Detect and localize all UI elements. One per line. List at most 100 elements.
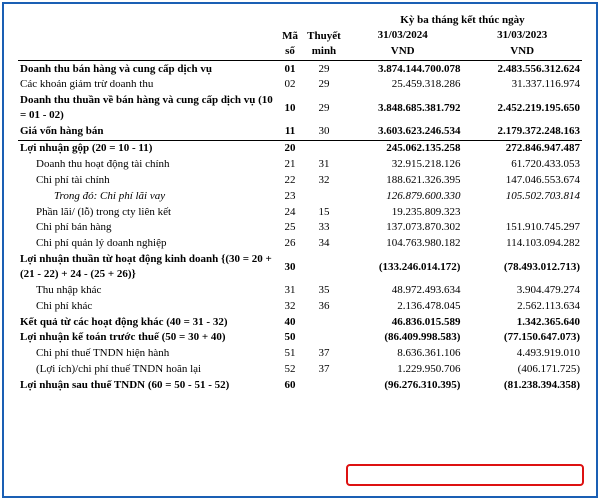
row-value-y1: 3.874.144.700.078: [343, 61, 463, 77]
table-row: (Lợi ích)/chi phí thuế TNDN hoãn lại5237…: [18, 362, 582, 378]
row-value-y2: [462, 204, 582, 220]
row-note: [305, 330, 343, 346]
row-note: [305, 140, 343, 156]
row-value-y1: 188.621.326.395: [343, 172, 463, 188]
row-code: 10: [275, 93, 305, 124]
table-header: Kỳ ba tháng kết thúc ngày Mã số Thuyết m…: [18, 12, 582, 61]
table-row: Doanh thu bán hàng và cung cấp dịch vụ01…: [18, 61, 582, 77]
table-row: Doanh thu hoạt động tài chính213132.915.…: [18, 157, 582, 173]
row-note: [305, 252, 343, 283]
row-label: Kết quả từ các hoạt động khác (40 = 31 -…: [18, 314, 275, 330]
row-label: Doanh thu thuần về bán hàng và cung cấp …: [18, 93, 275, 124]
table-row: Chi phí tài chính2232188.621.326.395147.…: [18, 172, 582, 188]
row-value-y2: 31.337.116.974: [462, 77, 582, 93]
row-value-y1: 32.915.218.126: [343, 157, 463, 173]
row-label: Các khoản giảm trừ doanh thu: [18, 77, 275, 93]
table-row: Chi phí bán hàng2533137.073.870.302151.9…: [18, 220, 582, 236]
table-row: Doanh thu thuần về bán hàng và cung cấp …: [18, 93, 582, 124]
table-row: Chi phí khác32362.136.478.0452.562.113.6…: [18, 298, 582, 314]
row-label: Lợi nhuận thuần từ hoạt động kinh doanh …: [18, 252, 275, 283]
row-label: Lợi nhuận gộp (20 = 10 - 11): [18, 140, 275, 156]
row-code: 32: [275, 298, 305, 314]
row-label: Chi phí khác: [18, 298, 275, 314]
row-note: 29: [305, 93, 343, 124]
row-code: 01: [275, 61, 305, 77]
row-note: 35: [305, 282, 343, 298]
table-body: Doanh thu bán hàng và cung cấp dịch vụ01…: [18, 61, 582, 394]
row-note: 29: [305, 77, 343, 93]
row-value-y1: 48.972.493.634: [343, 282, 463, 298]
row-code: 31: [275, 282, 305, 298]
row-note: 30: [305, 123, 343, 139]
table-row: Lợi nhuận thuần từ hoạt động kinh doanh …: [18, 252, 582, 283]
period-heading: Kỳ ba tháng kết thúc ngày: [343, 12, 582, 28]
row-label: Giá vốn hàng bán: [18, 123, 275, 139]
row-value-y2: 2.483.556.312.624: [462, 61, 582, 77]
row-value-y2: (81.238.394.358): [462, 377, 582, 393]
table-row: Phần lãi/ (lỗ) trong cty liên kết241519.…: [18, 204, 582, 220]
table-row: Chi phí thuế TNDN hiện hành51378.636.361…: [18, 346, 582, 362]
row-code: 22: [275, 172, 305, 188]
row-value-y2: 61.720.433.053: [462, 157, 582, 173]
row-value-y1: 1.229.950.706: [343, 362, 463, 378]
row-label: Doanh thu bán hàng và cung cấp dịch vụ: [18, 61, 275, 77]
row-value-y1: (86.409.998.583): [343, 330, 463, 346]
table-row: Lợi nhuận kế toán trước thuế (50 = 30 + …: [18, 330, 582, 346]
row-label: Phần lãi/ (lỗ) trong cty liên kết: [18, 204, 275, 220]
row-code: 30: [275, 252, 305, 283]
table-row: Chi phí quản lý doanh nghiệp2634104.763.…: [18, 236, 582, 252]
row-value-y2: 2.179.372.248.163: [462, 123, 582, 139]
row-value-y2: (406.171.725): [462, 362, 582, 378]
row-label: Lợi nhuận kế toán trước thuế (50 = 30 + …: [18, 330, 275, 346]
row-code: 52: [275, 362, 305, 378]
row-value-y2: 2.452.219.195.650: [462, 93, 582, 124]
row-label: Thu nhập khác: [18, 282, 275, 298]
row-code: 25: [275, 220, 305, 236]
row-value-y1: 2.136.478.045: [343, 298, 463, 314]
col-year1-currency: VND: [343, 44, 463, 60]
row-value-y2: (78.493.012.713): [462, 252, 582, 283]
table-row: Lợi nhuận gộp (20 = 10 - 11)20 245.062.13…: [18, 140, 582, 156]
row-code: 02: [275, 77, 305, 93]
row-code: 60: [275, 377, 305, 393]
row-value-y2: 4.493.919.010: [462, 346, 582, 362]
row-note: 34: [305, 236, 343, 252]
row-label: Chi phí tài chính: [18, 172, 275, 188]
row-label: (Lợi ích)/chi phí thuế TNDN hoãn lại: [18, 362, 275, 378]
row-label: Chi phí thuế TNDN hiện hành: [18, 346, 275, 362]
row-label: Lợi nhuận sau thuế TNDN (60 = 50 - 51 - …: [18, 377, 275, 393]
table-row: Kết quả từ các hoạt động khác (40 = 31 -…: [18, 314, 582, 330]
col-year1-date: 31/03/2024: [343, 28, 463, 44]
row-code: 11: [275, 123, 305, 139]
row-code: 51: [275, 346, 305, 362]
table-row: Thu nhập khác313548.972.493.6343.904.479…: [18, 282, 582, 298]
income-statement-table: Kỳ ba tháng kết thúc ngày Mã số Thuyết m…: [18, 12, 582, 393]
row-code: 24: [275, 204, 305, 220]
col-code-heading: Mã số: [275, 28, 305, 60]
row-value-y1: 104.763.980.182: [343, 236, 463, 252]
row-label: Chi phí bán hàng: [18, 220, 275, 236]
row-value-y1: (133.246.014.172): [343, 252, 463, 283]
row-value-y1: 3.848.685.381.792: [343, 93, 463, 124]
row-value-y1: 137.073.870.302: [343, 220, 463, 236]
row-value-y1: (96.276.310.395): [343, 377, 463, 393]
row-note: [305, 377, 343, 393]
col-year2-date: 31/03/2023: [462, 28, 582, 44]
col-year2-currency: VND: [462, 44, 582, 60]
report-frame: Kỳ ba tháng kết thúc ngày Mã số Thuyết m…: [2, 2, 598, 498]
row-note: 15: [305, 204, 343, 220]
row-value-y1: 245.062.135.258: [343, 140, 463, 156]
row-value-y2: 1.342.365.640: [462, 314, 582, 330]
row-note: 36: [305, 298, 343, 314]
row-label: Chi phí quản lý doanh nghiệp: [18, 236, 275, 252]
row-label: Doanh thu hoạt động tài chính: [18, 157, 275, 173]
row-value-y2: 105.502.703.814: [462, 188, 582, 204]
row-code: 50: [275, 330, 305, 346]
row-code: 20: [275, 140, 305, 156]
row-value-y1: 46.836.015.589: [343, 314, 463, 330]
row-value-y1: 126.879.600.330: [343, 188, 463, 204]
row-note: 37: [305, 346, 343, 362]
row-code: 23: [275, 188, 305, 204]
row-note: 31: [305, 157, 343, 173]
row-note: [305, 314, 343, 330]
